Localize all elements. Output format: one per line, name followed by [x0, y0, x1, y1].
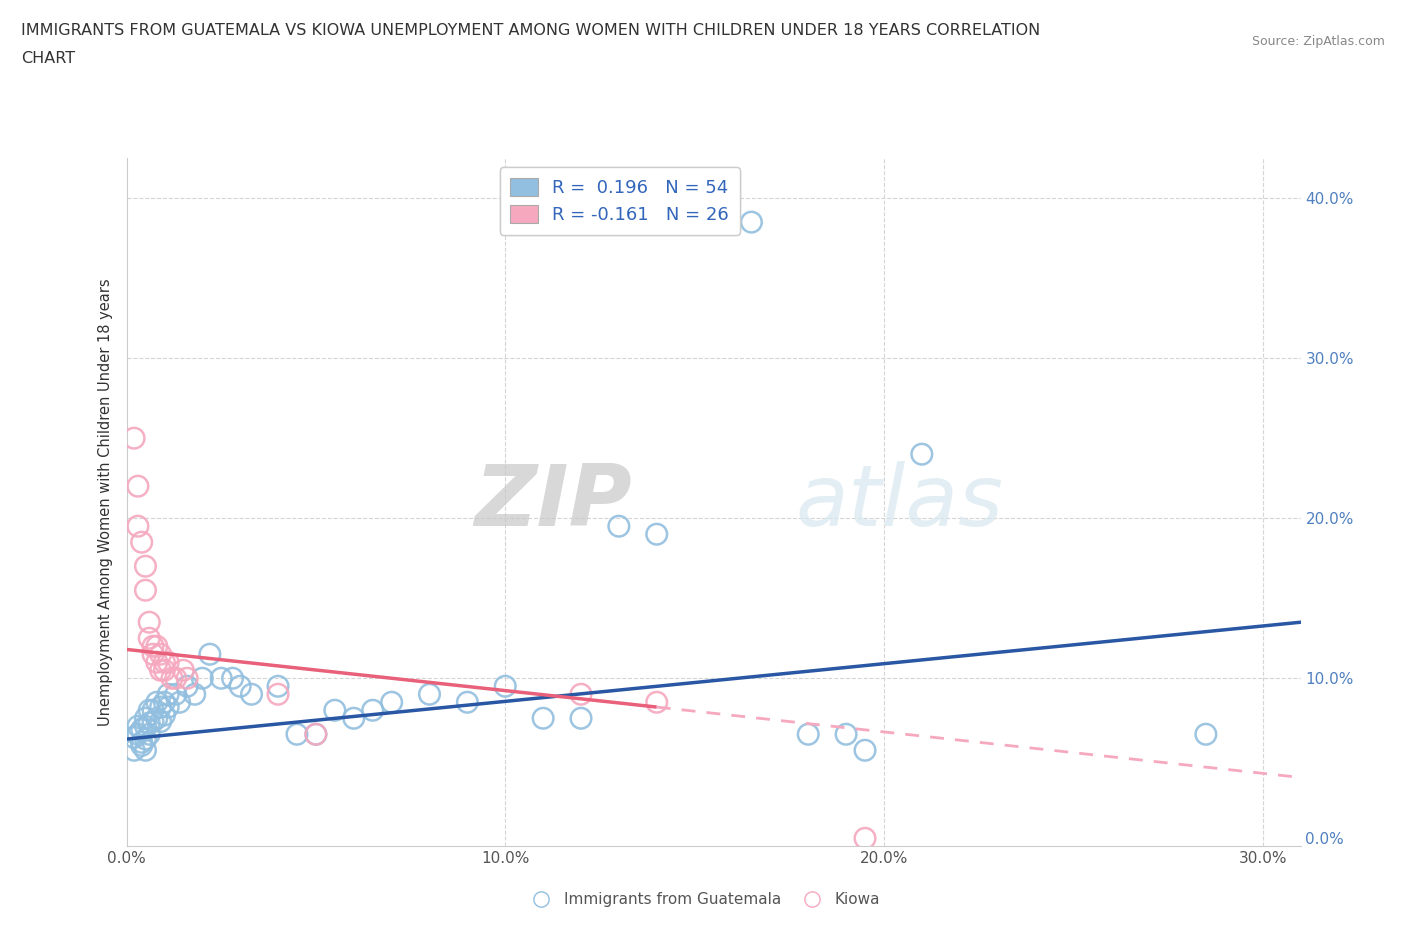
- Point: [138, 631, 160, 645]
- Point: [267, 679, 290, 694]
- Point: [797, 727, 820, 742]
- Point: [229, 679, 252, 694]
- Point: [153, 695, 176, 710]
- Point: [131, 535, 153, 550]
- Point: [165, 687, 187, 702]
- Point: [221, 671, 243, 685]
- Point: [122, 730, 145, 745]
- Point: [240, 687, 263, 702]
- Point: [122, 743, 145, 758]
- Point: [209, 671, 232, 685]
- Point: [157, 699, 180, 714]
- Y-axis label: Unemployment Among Women with Children Under 18 years: Unemployment Among Women with Children U…: [98, 278, 114, 726]
- Point: [645, 526, 668, 541]
- Point: [157, 655, 180, 670]
- Point: [607, 519, 630, 534]
- Point: [153, 663, 176, 678]
- Point: [127, 479, 149, 494]
- Point: [142, 646, 165, 661]
- Point: [127, 519, 149, 534]
- Point: [169, 695, 191, 710]
- Point: [323, 703, 346, 718]
- Point: [134, 559, 156, 574]
- Point: [645, 695, 668, 710]
- Point: [122, 431, 145, 445]
- Point: [134, 711, 156, 725]
- Point: [285, 727, 308, 742]
- Point: [142, 639, 165, 654]
- Point: [531, 711, 554, 725]
- Point: [134, 732, 156, 747]
- Point: [853, 743, 876, 758]
- Point: [165, 671, 187, 685]
- Point: [134, 719, 156, 734]
- Point: [149, 646, 172, 661]
- Point: [146, 655, 169, 670]
- Point: [127, 719, 149, 734]
- Point: [142, 703, 165, 718]
- Point: [138, 727, 160, 742]
- Text: atlas: atlas: [796, 460, 1004, 544]
- Point: [131, 722, 153, 737]
- Point: [835, 727, 858, 742]
- Point: [176, 679, 198, 694]
- Point: [131, 738, 153, 753]
- Point: [146, 695, 169, 710]
- Point: [305, 727, 328, 742]
- Point: [267, 687, 290, 702]
- Point: [183, 687, 205, 702]
- Point: [343, 711, 366, 725]
- Point: [853, 830, 876, 845]
- Point: [381, 695, 404, 710]
- Point: [149, 699, 172, 714]
- Point: [153, 708, 176, 723]
- Point: [1195, 727, 1218, 742]
- Point: [494, 679, 516, 694]
- Point: [142, 714, 165, 729]
- Text: ZIP: ZIP: [474, 460, 631, 544]
- Point: [911, 446, 934, 461]
- Point: [569, 687, 592, 702]
- Point: [456, 695, 478, 710]
- Point: [305, 727, 328, 742]
- Point: [569, 711, 592, 725]
- Point: [176, 671, 198, 685]
- Point: [146, 711, 169, 725]
- Point: [138, 615, 160, 630]
- Point: [138, 715, 160, 730]
- Point: [134, 743, 156, 758]
- Point: [418, 687, 440, 702]
- Point: [160, 671, 183, 685]
- Point: [127, 727, 149, 742]
- Point: [740, 215, 762, 230]
- Point: [191, 671, 214, 685]
- Point: [172, 663, 194, 678]
- Point: [153, 655, 176, 670]
- Point: [149, 714, 172, 729]
- Text: IMMIGRANTS FROM GUATEMALA VS KIOWA UNEMPLOYMENT AMONG WOMEN WITH CHILDREN UNDER : IMMIGRANTS FROM GUATEMALA VS KIOWA UNEMP…: [21, 23, 1040, 38]
- Point: [146, 639, 169, 654]
- Text: CHART: CHART: [21, 51, 75, 66]
- Point: [149, 663, 172, 678]
- Point: [198, 646, 221, 661]
- Legend: Immigrants from Guatemala, Kiowa: Immigrants from Guatemala, Kiowa: [520, 886, 886, 913]
- Legend: R =  0.196   N = 54, R = -0.161   N = 26: R = 0.196 N = 54, R = -0.161 N = 26: [499, 167, 740, 234]
- Point: [361, 703, 384, 718]
- Point: [138, 703, 160, 718]
- Point: [131, 735, 153, 750]
- Text: Source: ZipAtlas.com: Source: ZipAtlas.com: [1251, 35, 1385, 48]
- Point: [134, 583, 156, 598]
- Point: [157, 687, 180, 702]
